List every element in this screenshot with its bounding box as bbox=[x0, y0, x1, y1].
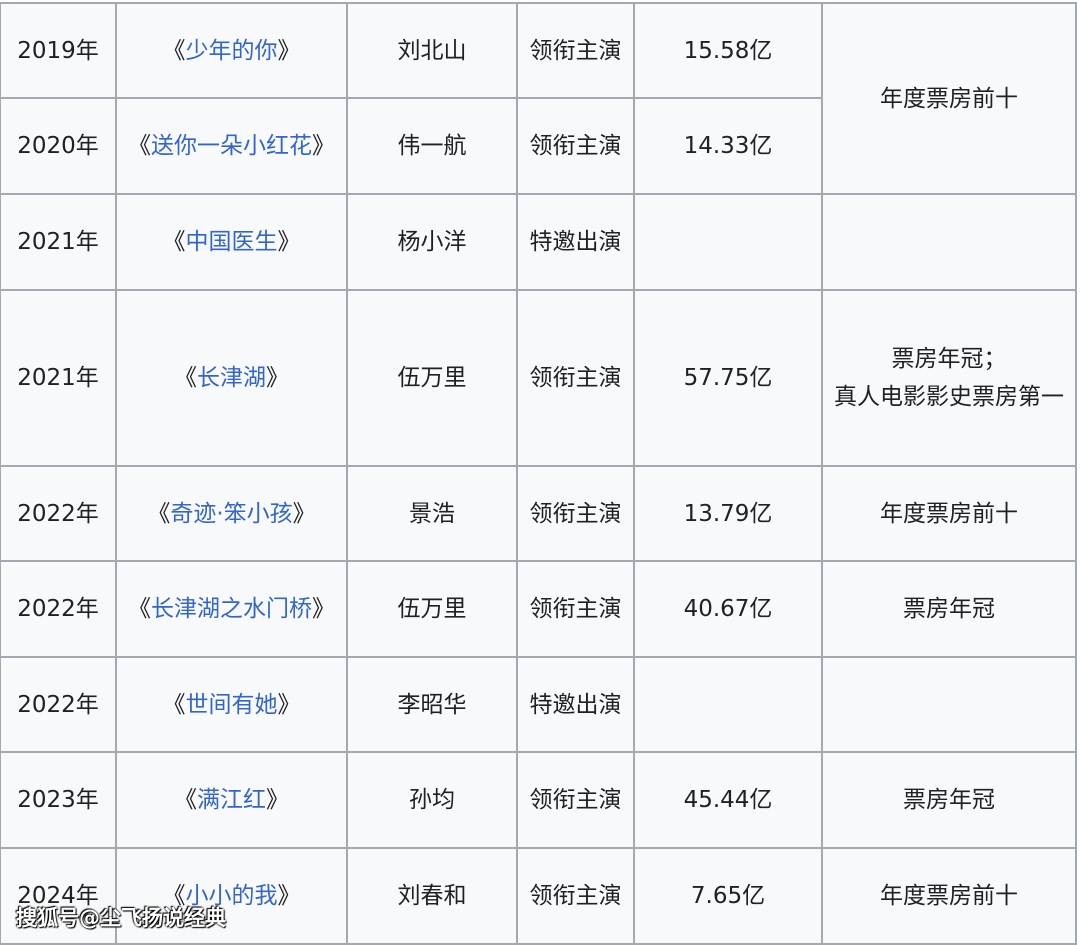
role-type-cell: 领衔主演 bbox=[516, 2, 635, 99]
film-title-link[interactable]: 长津湖之水门桥 bbox=[151, 596, 312, 622]
table-row: 2022年 《奇迹·笨小孩》 景浩 领衔主演 13.79亿 年度票房前十 bbox=[0, 465, 1077, 562]
film-title-link[interactable]: 少年的你 bbox=[185, 37, 278, 64]
role-name-cell: 杨小洋 bbox=[346, 193, 518, 291]
year-cell: 2021年 bbox=[0, 289, 117, 467]
role-name-cell: 刘北山 bbox=[346, 2, 518, 99]
year-cell: 2022年 bbox=[0, 656, 117, 753]
title-cell: 《少年的你》 bbox=[115, 2, 348, 99]
role-type-cell: 领衔主演 bbox=[516, 97, 635, 195]
role-name-cell: 伍万里 bbox=[346, 560, 518, 658]
year-cell: 2019年 bbox=[0, 2, 117, 99]
film-title-link[interactable]: 世间有她 bbox=[185, 691, 278, 718]
title-cell: 《奇迹·笨小孩》 bbox=[115, 465, 348, 562]
title-cell: 《送你一朵小红花》 bbox=[115, 97, 348, 195]
title-cell: 《长津湖之水门桥》 bbox=[115, 560, 348, 658]
year-cell: 2023年 bbox=[0, 751, 117, 849]
film-title-link[interactable]: 小小的我 bbox=[185, 883, 278, 909]
role-type-cell: 领衔主演 bbox=[516, 560, 635, 658]
title-cell: 《长津湖》 bbox=[115, 289, 348, 467]
table-row: 2023年 《满江红》 孙均 领衔主演 45.44亿 票房年冠 bbox=[0, 751, 1077, 849]
role-type-cell: 特邀出演 bbox=[516, 656, 635, 753]
table-row: 2022年 《世间有她》 李昭华 特邀出演 bbox=[0, 656, 1077, 753]
note-cell: 年度票房前十 bbox=[821, 2, 1077, 195]
watermark: 搜狐号@尘飞扬说经典 bbox=[16, 906, 226, 930]
role-name-cell: 孙均 bbox=[346, 751, 518, 849]
note-cell: 票房年冠； 真人电影影史票房第一 bbox=[821, 289, 1077, 467]
role-name-cell: 伍万里 bbox=[346, 289, 518, 467]
role-name-cell: 李昭华 bbox=[346, 656, 518, 753]
role-name-cell: 伟一航 bbox=[346, 97, 518, 195]
box-office-cell bbox=[633, 656, 823, 753]
note-cell: 年度票房前十 bbox=[821, 847, 1077, 945]
note-cell bbox=[821, 656, 1077, 753]
box-office-cell: 7.65亿 bbox=[633, 847, 823, 945]
box-office-cell bbox=[633, 193, 823, 291]
table-row: 2024年 《小小的我》 刘春和 领衔主演 7.65亿 年度票房前十 bbox=[0, 847, 1077, 945]
role-name-cell: 刘春和 bbox=[346, 847, 518, 945]
year-cell: 2021年 bbox=[0, 193, 117, 291]
box-office-cell: 14.33亿 bbox=[633, 97, 823, 195]
film-title-link[interactable]: 奇迹·笨小孩 bbox=[170, 500, 293, 527]
role-type-cell: 领衔主演 bbox=[516, 289, 635, 467]
box-office-cell: 13.79亿 bbox=[633, 465, 823, 562]
year-cell: 2020年 bbox=[0, 97, 117, 195]
role-type-cell: 领衔主演 bbox=[516, 751, 635, 849]
role-name-cell: 景浩 bbox=[346, 465, 518, 562]
film-title-link[interactable]: 送你一朵小红花 bbox=[151, 133, 312, 159]
table-row: 2021年 《长津湖》 伍万里 领衔主演 57.75亿 票房年冠； 真人电影影史票房第一 bbox=[0, 289, 1077, 467]
table-row: 2019年 《少年的你》 刘北山 领衔主演 15.58亿 年度票房前十 bbox=[0, 2, 1077, 195]
note-line: 票房年冠； bbox=[891, 346, 1007, 372]
film-title-link[interactable]: 中国医生 bbox=[185, 229, 278, 255]
note-cell: 年度票房前十 bbox=[821, 465, 1077, 562]
note-cell bbox=[821, 193, 1077, 291]
role-type-cell: 领衔主演 bbox=[516, 847, 635, 945]
title-cell: 《小小的我》 bbox=[115, 847, 348, 945]
title-cell: 《世间有她》 bbox=[115, 656, 348, 753]
title-cell: 《满江红》 bbox=[115, 751, 348, 849]
role-type-cell: 领衔主演 bbox=[516, 465, 635, 562]
box-office-cell: 15.58亿 bbox=[633, 2, 823, 99]
film-title-link[interactable]: 满江红 bbox=[197, 787, 266, 813]
year-cell: 2022年 bbox=[0, 465, 117, 562]
year-cell: 2022年 bbox=[0, 560, 117, 658]
note-cell: 票房年冠 bbox=[821, 560, 1077, 658]
note-line: 真人电影影史票房第一 bbox=[834, 384, 1064, 410]
box-office-cell: 45.44亿 bbox=[633, 751, 823, 849]
box-office-cell: 40.67亿 bbox=[633, 560, 823, 658]
film-title-link[interactable]: 长津湖 bbox=[197, 365, 266, 391]
role-type-cell: 特邀出演 bbox=[516, 193, 635, 291]
table-row: 2021年 《中国医生》 杨小洋 特邀出演 bbox=[0, 193, 1077, 291]
table-row: 2020年 《送你一朵小红花》 伟一航 领衔主演 14.33亿 bbox=[0, 97, 1076, 195]
box-office-cell: 57.75亿 bbox=[633, 289, 823, 467]
table-row: 2022年 《长津湖之水门桥》 伍万里 领衔主演 40.67亿 票房年冠 bbox=[0, 560, 1077, 658]
note-cell: 票房年冠 bbox=[821, 751, 1077, 849]
title-cell: 《中国医生》 bbox=[115, 193, 348, 291]
